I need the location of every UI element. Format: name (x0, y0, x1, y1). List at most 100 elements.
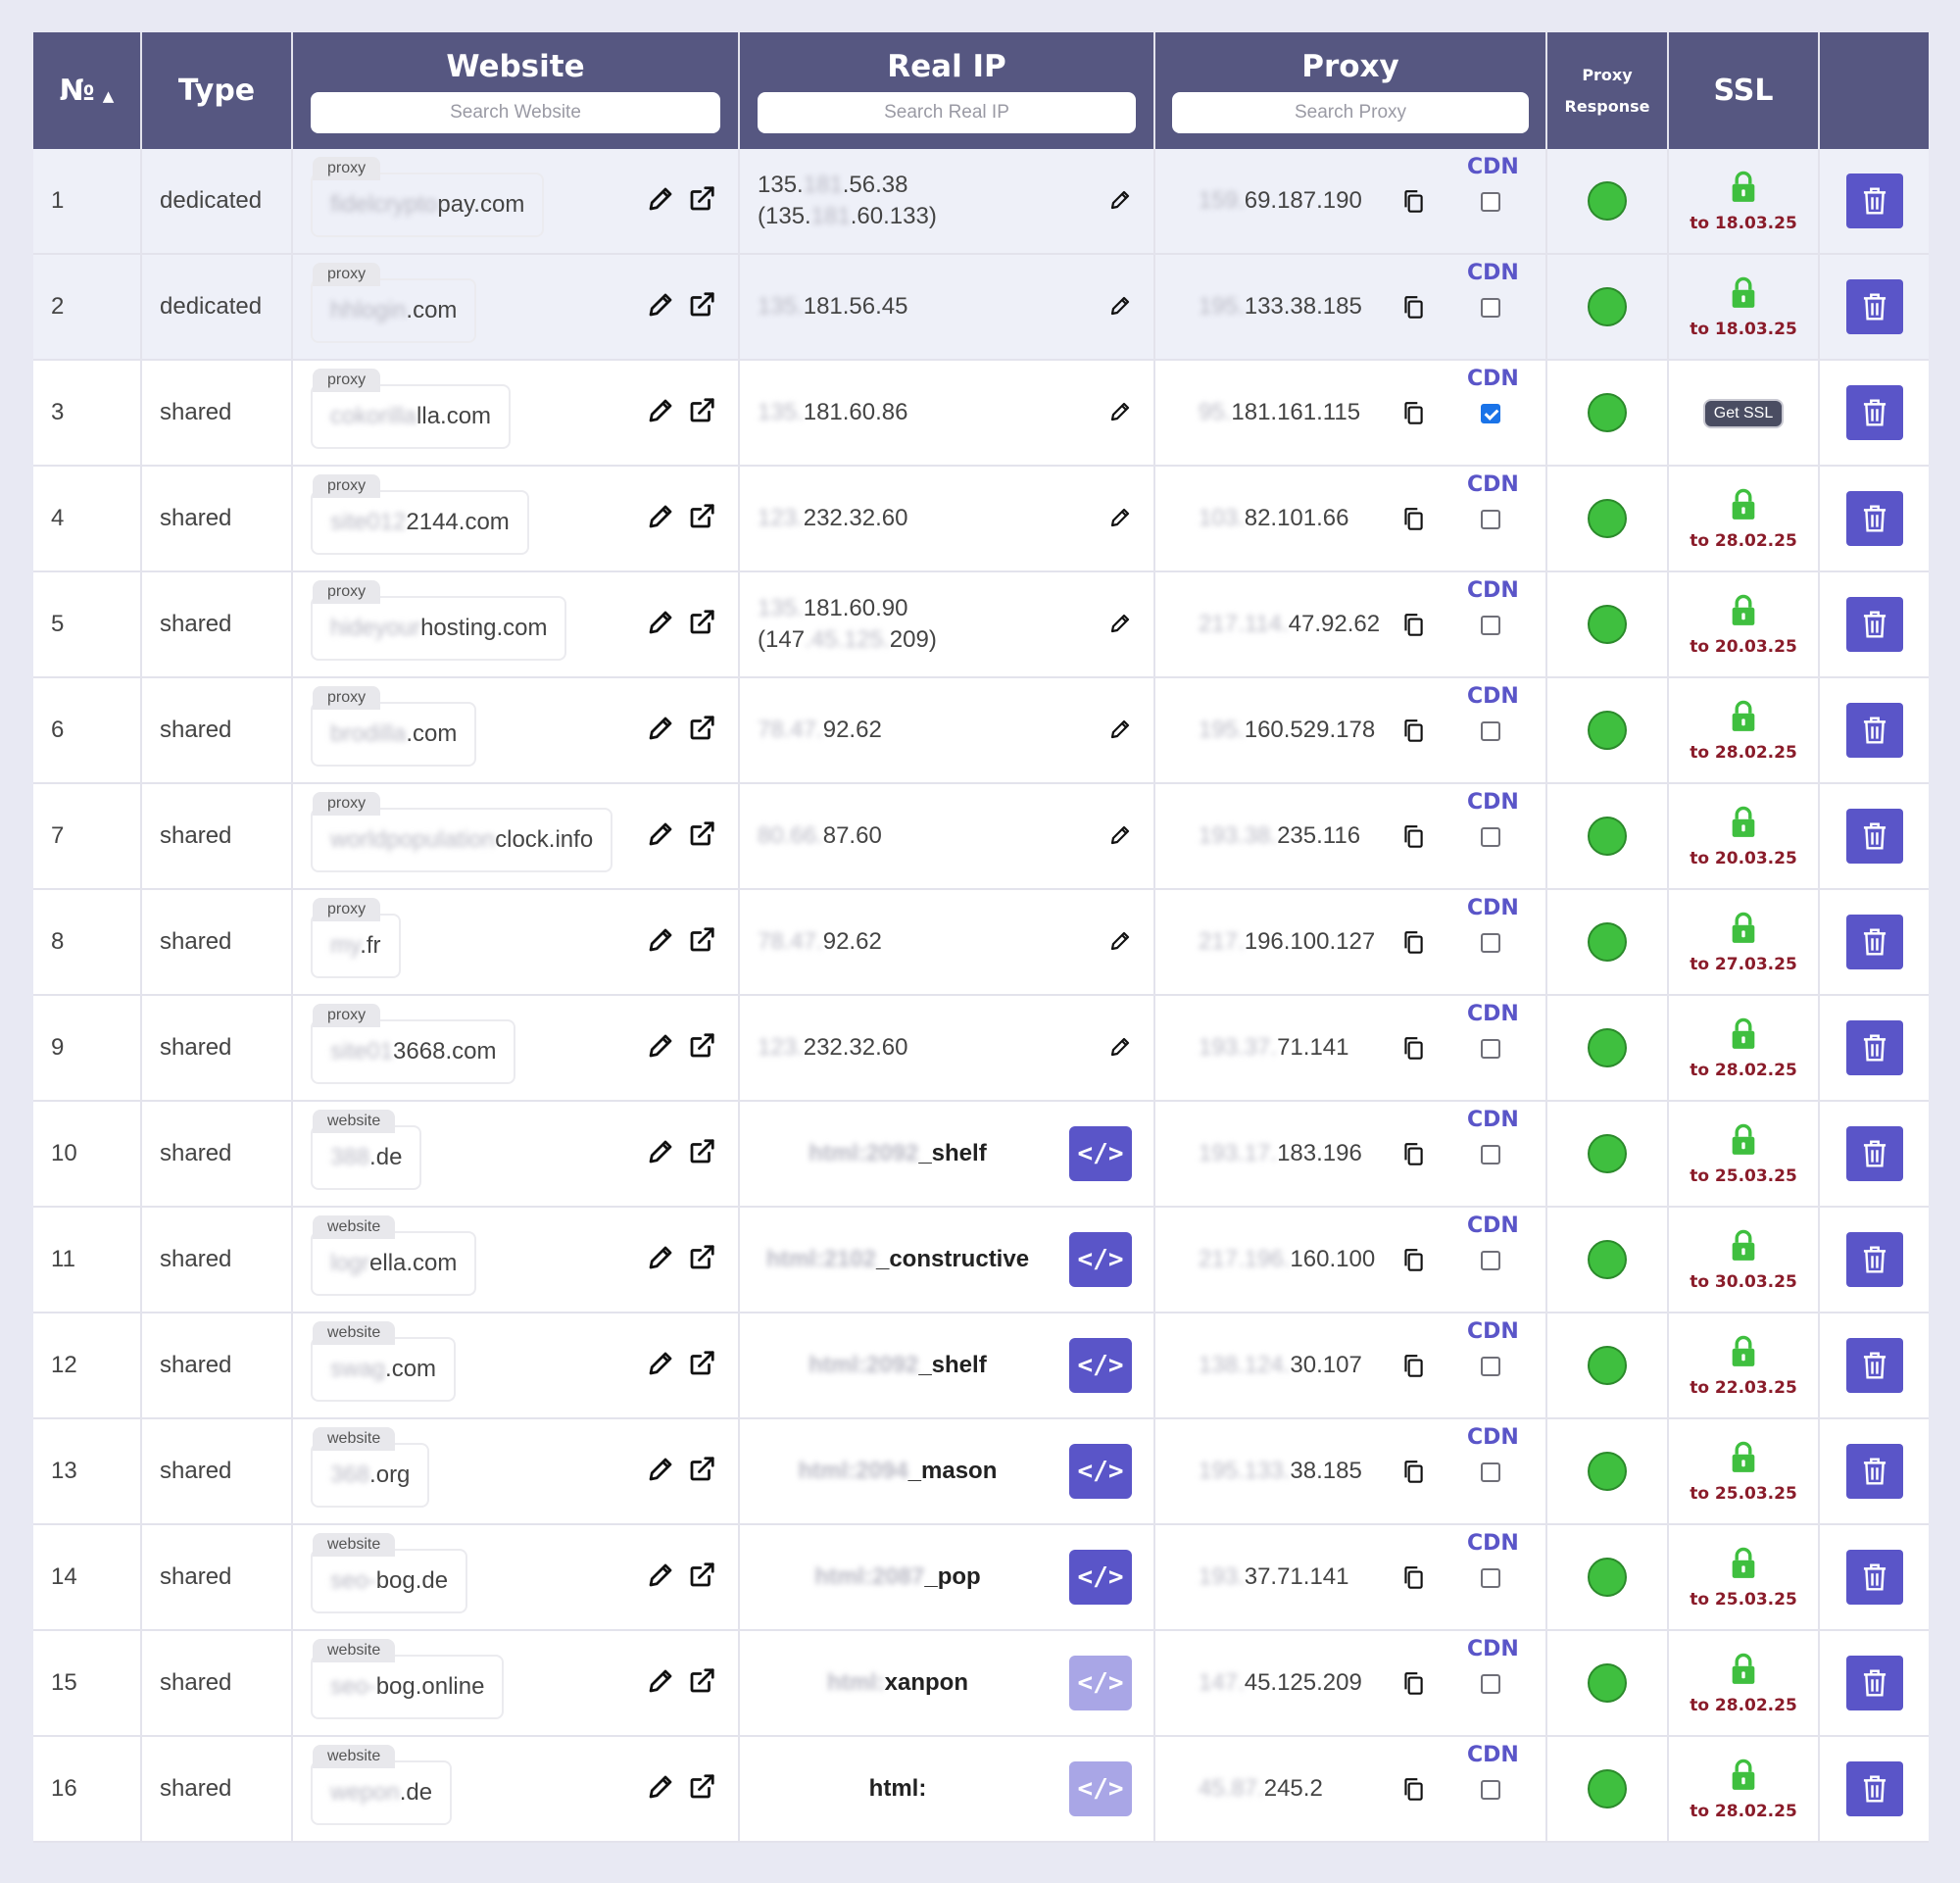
copy-icon[interactable] (1400, 1141, 1426, 1168)
edit-ip-pencil-icon[interactable] (1108, 929, 1132, 953)
open-external-icon[interactable] (687, 819, 716, 849)
copy-icon[interactable] (1400, 1776, 1426, 1804)
edit-pencil-icon[interactable] (646, 1455, 675, 1484)
cdn-checkbox[interactable] (1481, 192, 1500, 212)
edit-pencil-icon[interactable] (646, 1561, 675, 1590)
cdn-checkbox[interactable] (1481, 1357, 1500, 1376)
open-external-icon[interactable] (687, 1561, 716, 1590)
edit-ip-pencil-icon[interactable] (1108, 823, 1132, 847)
edit-pencil-icon[interactable] (646, 290, 675, 320)
copy-icon[interactable] (1400, 400, 1426, 427)
delete-button[interactable] (1845, 1020, 1903, 1075)
copy-icon[interactable] (1400, 612, 1426, 639)
cdn-checkbox[interactable] (1481, 1462, 1500, 1482)
code-icon[interactable]: </> (1069, 1761, 1132, 1816)
open-external-icon[interactable] (687, 714, 716, 743)
cdn-checkbox[interactable] (1481, 933, 1500, 953)
open-external-icon[interactable] (687, 396, 716, 425)
open-external-icon[interactable] (687, 502, 716, 531)
cdn-checkbox[interactable] (1481, 827, 1500, 847)
edit-pencil-icon[interactable] (646, 1666, 675, 1696)
delete-button[interactable] (1845, 597, 1903, 652)
cdn-checkbox[interactable] (1481, 298, 1500, 318)
open-external-icon[interactable] (687, 608, 716, 637)
edit-pencil-icon[interactable] (646, 184, 675, 214)
cdn-checkbox[interactable] (1481, 1780, 1500, 1800)
open-external-icon[interactable] (687, 1666, 716, 1696)
open-external-icon[interactable] (687, 925, 716, 955)
copy-icon[interactable] (1400, 1564, 1426, 1592)
code-icon[interactable]: </> (1069, 1126, 1132, 1181)
edit-ip-pencil-icon[interactable] (1108, 718, 1132, 741)
cdn-checkbox[interactable] (1481, 510, 1500, 529)
edit-ip-pencil-icon[interactable] (1108, 188, 1132, 212)
code-icon[interactable]: </> (1069, 1338, 1132, 1393)
edit-pencil-icon[interactable] (646, 1349, 675, 1378)
copy-icon[interactable] (1400, 188, 1426, 216)
website-search-input[interactable]: Search Website (311, 91, 720, 133)
delete-button[interactable] (1845, 1656, 1903, 1710)
edit-ip-pencil-icon[interactable] (1108, 506, 1132, 529)
edit-ip-pencil-icon[interactable] (1108, 294, 1132, 318)
get-ssl-button[interactable]: Get SSL (1702, 399, 1785, 428)
copy-icon[interactable] (1400, 929, 1426, 957)
cdn-checkbox[interactable] (1481, 1039, 1500, 1059)
code-icon[interactable]: </> (1069, 1444, 1132, 1499)
open-external-icon[interactable] (687, 184, 716, 214)
cdn-checkbox[interactable] (1481, 1568, 1500, 1588)
copy-icon[interactable] (1400, 1035, 1426, 1063)
edit-pencil-icon[interactable] (646, 502, 675, 531)
edit-pencil-icon[interactable] (646, 396, 675, 425)
copy-icon[interactable] (1400, 823, 1426, 851)
code-icon[interactable]: </> (1069, 1656, 1132, 1710)
open-external-icon[interactable] (687, 290, 716, 320)
delete-button[interactable] (1845, 915, 1903, 969)
cdn-checkbox[interactable] (1481, 1674, 1500, 1694)
col-num-header[interactable]: № ▲ (33, 32, 142, 149)
cdn-checkbox[interactable] (1481, 1145, 1500, 1164)
edit-pencil-icon[interactable] (646, 925, 675, 955)
copy-icon[interactable] (1400, 718, 1426, 745)
cdn-checkbox[interactable] (1481, 721, 1500, 741)
copy-icon[interactable] (1400, 506, 1426, 533)
open-external-icon[interactable] (687, 1243, 716, 1272)
edit-pencil-icon[interactable] (646, 1243, 675, 1272)
delete-button[interactable] (1845, 1232, 1903, 1287)
delete-button[interactable] (1845, 1444, 1903, 1499)
edit-ip-pencil-icon[interactable] (1108, 400, 1132, 423)
delete-button[interactable] (1845, 173, 1903, 228)
open-external-icon[interactable] (687, 1455, 716, 1484)
open-external-icon[interactable] (687, 1137, 716, 1166)
delete-button[interactable] (1845, 1550, 1903, 1605)
open-external-icon[interactable] (687, 1031, 716, 1061)
delete-button[interactable] (1845, 385, 1903, 440)
copy-icon[interactable] (1400, 1353, 1426, 1380)
realip-search-input[interactable]: Search Real IP (758, 91, 1136, 133)
delete-button[interactable] (1845, 809, 1903, 864)
edit-ip-pencil-icon[interactable] (1108, 1035, 1132, 1059)
edit-pencil-icon[interactable] (646, 1031, 675, 1061)
edit-pencil-icon[interactable] (646, 1772, 675, 1802)
code-icon[interactable]: </> (1069, 1550, 1132, 1605)
delete-button[interactable] (1845, 1338, 1903, 1393)
copy-icon[interactable] (1400, 294, 1426, 322)
edit-pencil-icon[interactable] (646, 714, 675, 743)
proxy-search-input[interactable]: Search Proxy (1172, 91, 1529, 133)
delete-button[interactable] (1845, 1761, 1903, 1816)
edit-pencil-icon[interactable] (646, 819, 675, 849)
edit-ip-pencil-icon[interactable] (1108, 612, 1132, 635)
code-icon[interactable]: </> (1069, 1232, 1132, 1287)
copy-icon[interactable] (1400, 1247, 1426, 1274)
cdn-checkbox[interactable] (1481, 1251, 1500, 1270)
delete-button[interactable] (1845, 491, 1903, 546)
cdn-checkbox[interactable] (1481, 404, 1500, 423)
open-external-icon[interactable] (687, 1772, 716, 1802)
open-external-icon[interactable] (687, 1349, 716, 1378)
delete-button[interactable] (1845, 279, 1903, 334)
copy-icon[interactable] (1400, 1670, 1426, 1698)
edit-pencil-icon[interactable] (646, 1137, 675, 1166)
edit-pencil-icon[interactable] (646, 608, 675, 637)
delete-button[interactable] (1845, 703, 1903, 758)
delete-button[interactable] (1845, 1126, 1903, 1181)
cdn-checkbox[interactable] (1481, 616, 1500, 635)
